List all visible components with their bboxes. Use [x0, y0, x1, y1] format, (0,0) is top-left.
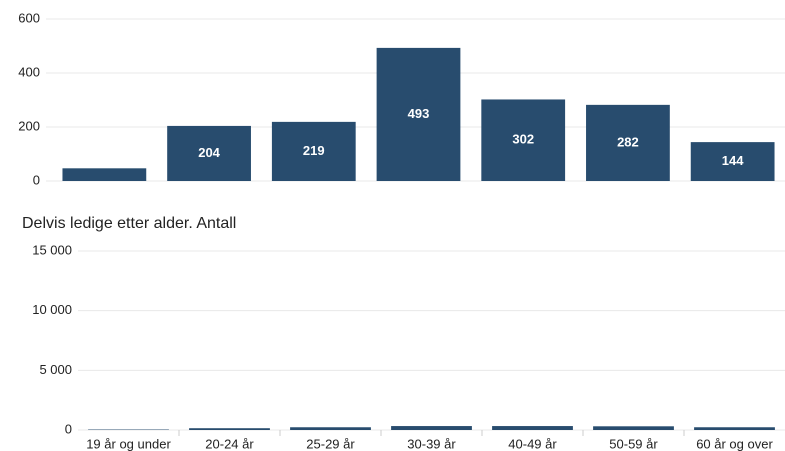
x-tick-label: 60 år og over — [696, 436, 773, 451]
bar — [586, 104, 670, 181]
chart-title: Delvis ledige etter alder. Antall — [22, 215, 236, 232]
data-label: 493 — [408, 106, 430, 121]
y-tick-label: 0 — [33, 172, 40, 187]
data-label: 204 — [198, 145, 220, 160]
bar — [189, 428, 270, 430]
bar — [271, 121, 356, 181]
bar — [593, 426, 674, 430]
data-label: 219 — [303, 143, 325, 158]
x-tick-label: 25-29 år — [306, 436, 355, 451]
y-tick-label: 400 — [18, 64, 40, 79]
bar — [167, 125, 251, 181]
bar — [492, 426, 573, 430]
x-tick-label: 19 år og under — [86, 436, 171, 451]
x-tick-label: 20-24 år — [205, 436, 254, 451]
data-label: 144 — [722, 153, 744, 168]
data-label: 282 — [617, 134, 639, 149]
bar — [391, 426, 472, 430]
bar — [694, 427, 775, 430]
y-tick-label: 15 000 — [32, 242, 72, 257]
bar — [376, 47, 461, 181]
x-tick-label: 30-39 år — [407, 436, 456, 451]
y-tick-label: 10 000 — [32, 302, 72, 317]
y-tick-label: 200 — [18, 118, 40, 133]
bar — [481, 99, 566, 181]
y-tick-label: 5 000 — [39, 362, 72, 377]
bar — [290, 427, 371, 430]
data-label: 302 — [512, 132, 534, 147]
bar — [690, 142, 775, 181]
y-tick-label: 0 — [65, 421, 72, 436]
x-tick-label: 50-59 år — [609, 436, 658, 451]
y-tick-label: 600 — [18, 10, 40, 25]
x-tick-label: 40-49 år — [508, 436, 557, 451]
bar — [62, 168, 147, 181]
